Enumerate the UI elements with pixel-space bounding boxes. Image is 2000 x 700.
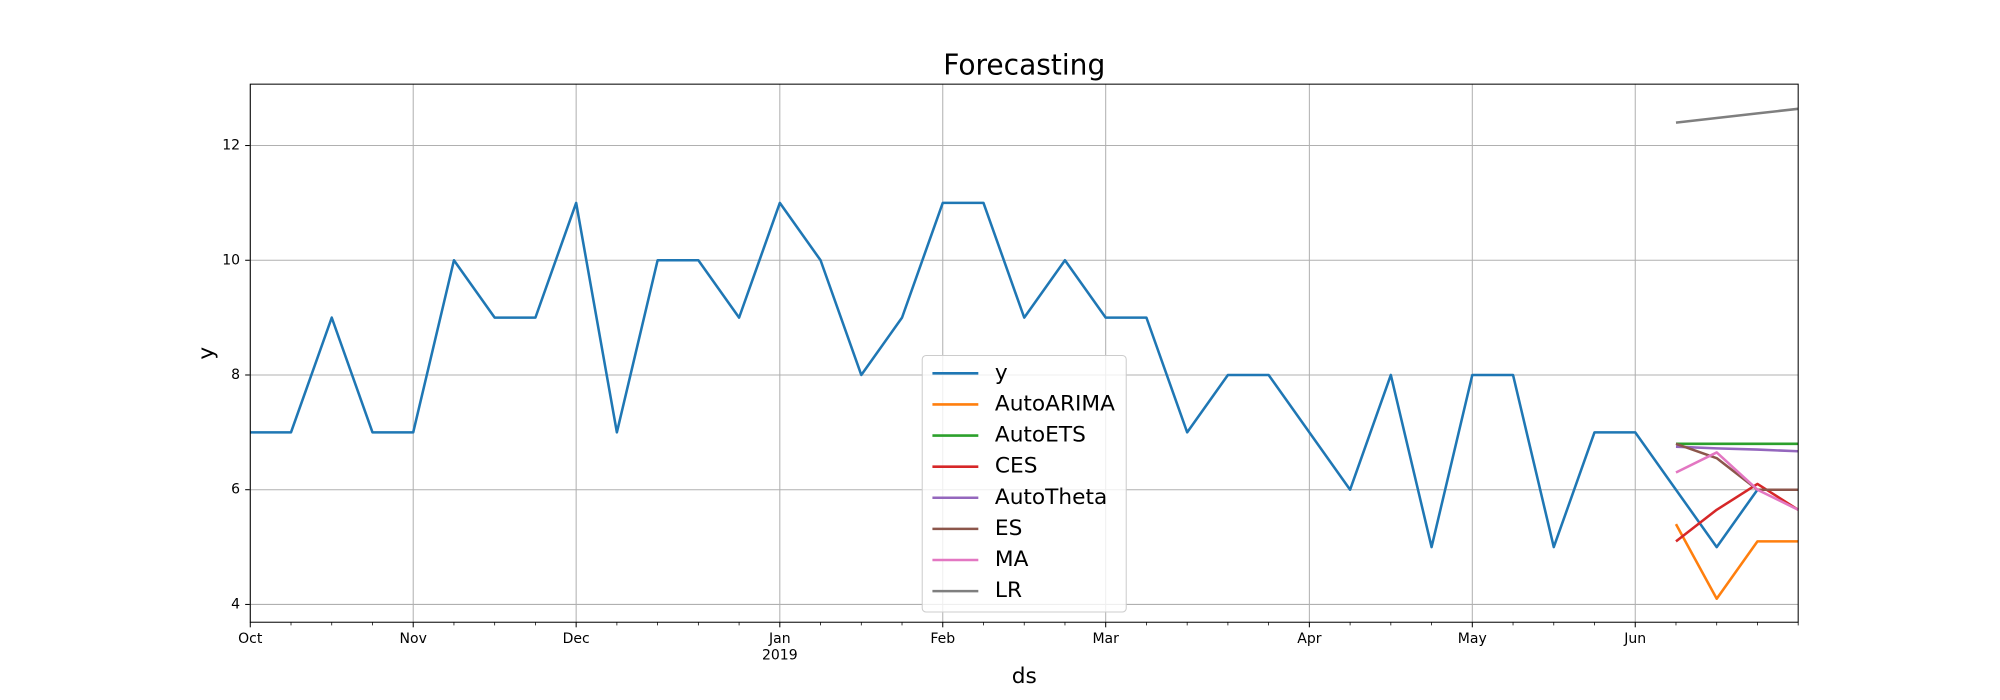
legend-label: AutoTheta bbox=[995, 485, 1107, 510]
x-tick-label: Dec bbox=[563, 631, 590, 647]
x-tick-label-line: Feb bbox=[930, 631, 955, 647]
chart-title: Forecasting bbox=[943, 48, 1105, 81]
x-axis-label: ds bbox=[1012, 664, 1037, 689]
x-tick-label: Nov bbox=[400, 631, 427, 647]
x-tick-label-line: Jun bbox=[1623, 631, 1646, 647]
x-tick-label-line: Dec bbox=[563, 631, 590, 647]
x-tick-label-line: Nov bbox=[400, 631, 427, 647]
series-line bbox=[250, 201, 1799, 549]
series-line bbox=[1675, 445, 1799, 453]
legend-label: AutoARIMA bbox=[995, 391, 1115, 416]
y-tick-label: 10 bbox=[222, 252, 240, 268]
y-tick-label: 12 bbox=[222, 138, 240, 154]
legend-box bbox=[921, 354, 1127, 613]
y-tick-label: 6 bbox=[231, 482, 240, 498]
legend-label: CES bbox=[995, 454, 1038, 479]
x-tick-label: Oct bbox=[238, 631, 263, 647]
legend-label: LR bbox=[995, 578, 1022, 603]
series-line bbox=[1675, 107, 1799, 124]
legend-label: ES bbox=[995, 516, 1022, 541]
series-line bbox=[1675, 442, 1799, 491]
series-line bbox=[1674, 523, 1799, 600]
x-tick-label-line: Jan bbox=[768, 631, 791, 647]
x-tick-label: Mar bbox=[1092, 631, 1119, 647]
y-axis-label: y bbox=[194, 347, 219, 360]
x-tick-label: Feb bbox=[930, 631, 955, 647]
x-tick-label-line: Apr bbox=[1297, 631, 1321, 647]
x-tick-label-line: Mar bbox=[1092, 631, 1119, 647]
x-tick-label: May bbox=[1458, 631, 1487, 647]
series-line bbox=[1675, 451, 1799, 511]
x-tick-label-line: May bbox=[1458, 631, 1487, 647]
x-tick-label: Jan 2019 bbox=[762, 631, 798, 664]
series-line bbox=[1675, 482, 1799, 543]
x-tick-label-line: 2019 bbox=[762, 647, 798, 663]
x-tick-label-line: Oct bbox=[238, 631, 263, 647]
axes-frame bbox=[249, 83, 1799, 623]
legend-label: MA bbox=[995, 547, 1029, 572]
legend-label: AutoETS bbox=[995, 423, 1086, 448]
y-tick-label: 4 bbox=[231, 596, 240, 612]
x-tick-label: Jun bbox=[1623, 631, 1646, 647]
x-tick-label: Apr bbox=[1297, 631, 1321, 647]
y-tick-label: 8 bbox=[231, 367, 240, 383]
legend-label: y bbox=[995, 360, 1008, 385]
